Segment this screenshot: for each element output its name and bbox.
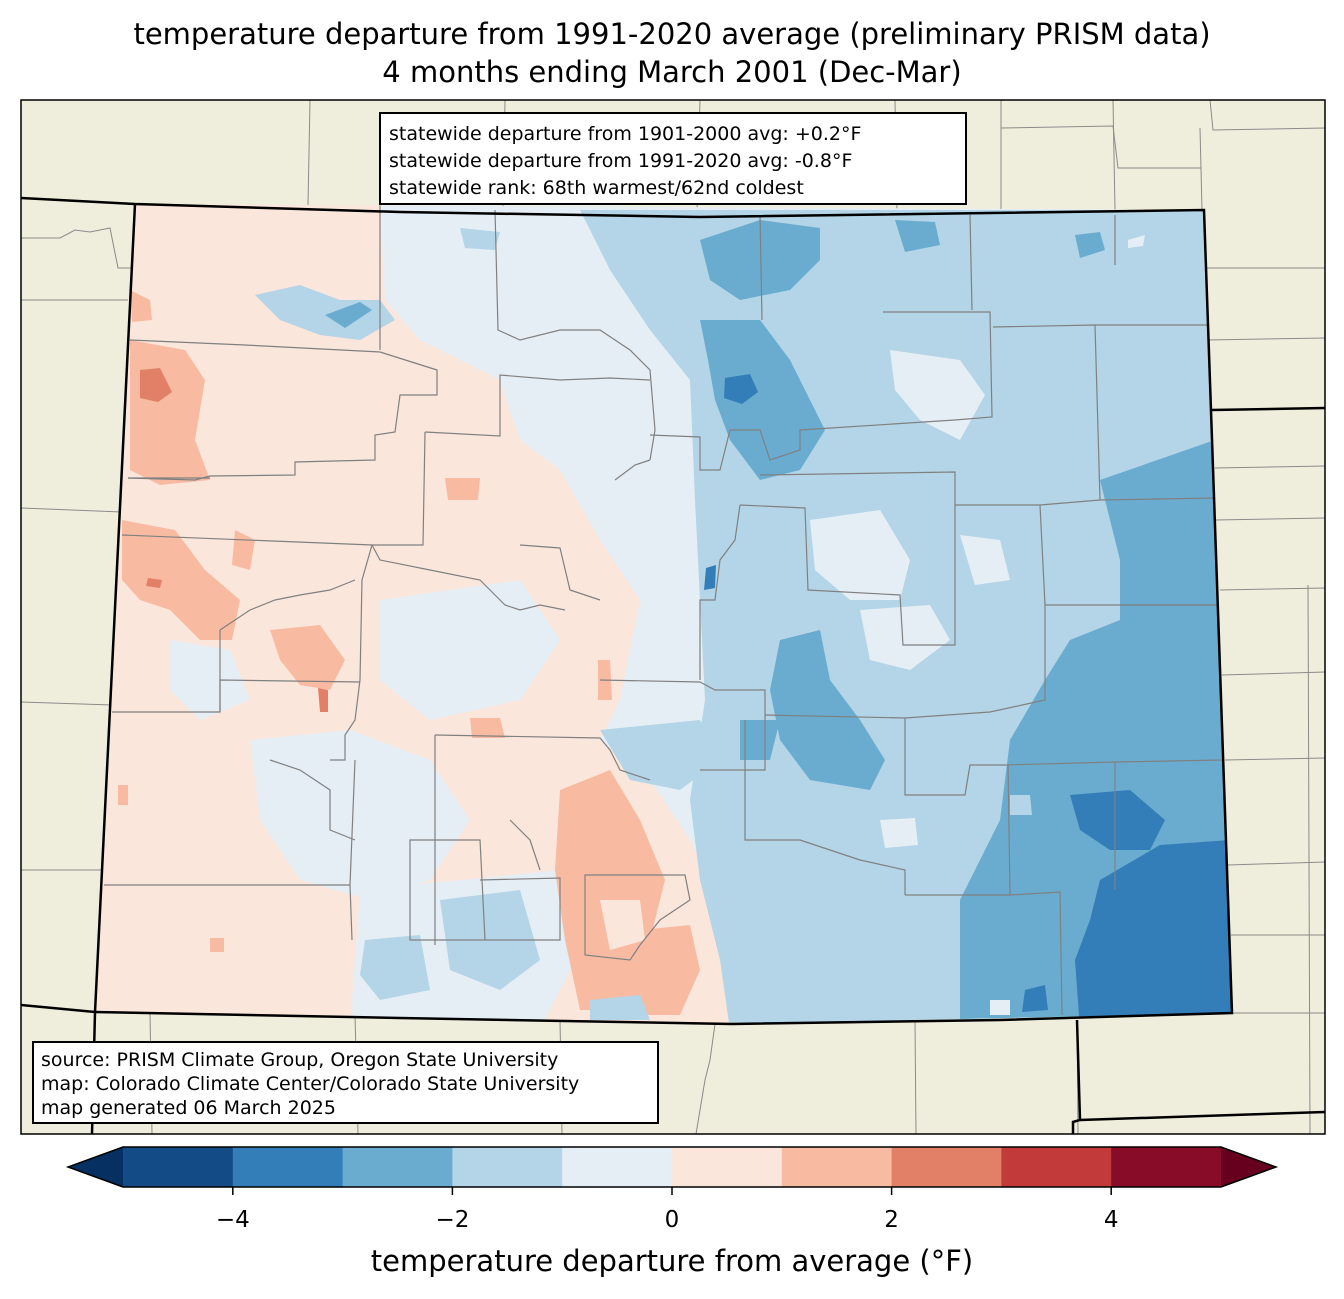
colorbar-tick-label: 4 (1103, 1207, 1119, 1233)
colorbar-under-arrow (68, 1147, 123, 1187)
temperature-field (95, 204, 1232, 1024)
colorbar-tick-label: 2 (884, 1207, 899, 1233)
colorbar-bin-3 (452, 1147, 563, 1187)
generated-date-line: map generated 06 March 2025 (41, 1097, 336, 1119)
state-boundaries (21, 196, 1325, 1134)
map-frame (20, 99, 1326, 1135)
colorbar-bin-9 (1111, 1147, 1222, 1187)
colorbar-tick-label: −2 (435, 1207, 470, 1233)
colorbar-over-arrow (1221, 1147, 1276, 1187)
colorbar-bin-4 (562, 1147, 673, 1187)
statewide-stats-box: statewide departure from 1901-2000 avg: … (379, 112, 967, 205)
map-subtitle: 4 months ending March 2001 (Dec-Mar) (382, 55, 962, 89)
stat-departure-1991-2020: statewide departure from 1991-2020 avg: … (389, 150, 853, 172)
colorbar-outline (65, 1146, 1279, 1188)
colorbar-label: temperature departure from average (°F) (370, 1244, 974, 1278)
colorbar-bin-7 (891, 1147, 1002, 1187)
stat-rank: statewide rank: 68th warmest/62nd coldes… (389, 177, 804, 199)
source-box: source: PRISM Climate Group, Oregon Stat… (32, 1041, 659, 1124)
map-title: temperature departure from 1991-2020 ave… (133, 17, 1211, 51)
county-lines (104, 205, 1226, 1016)
colorbar-tick-label: −4 (215, 1207, 250, 1233)
stat-departure-1901-2000: statewide departure from 1901-2000 avg: … (389, 123, 862, 145)
colorbar-bin-6 (781, 1147, 893, 1187)
colorbar-bin-2 (342, 1147, 453, 1187)
colorbar-bin-0 (123, 1147, 234, 1187)
colorbar-bin-5 (672, 1147, 783, 1187)
colorbar-bin-8 (1001, 1147, 1112, 1187)
colorbar-bin-1 (232, 1147, 344, 1187)
source-line: source: PRISM Climate Group, Oregon Stat… (41, 1049, 559, 1071)
map-credit-line: map: Colorado Climate Center/Colorado St… (41, 1073, 580, 1095)
colorbar-tick-label: 0 (664, 1207, 680, 1233)
